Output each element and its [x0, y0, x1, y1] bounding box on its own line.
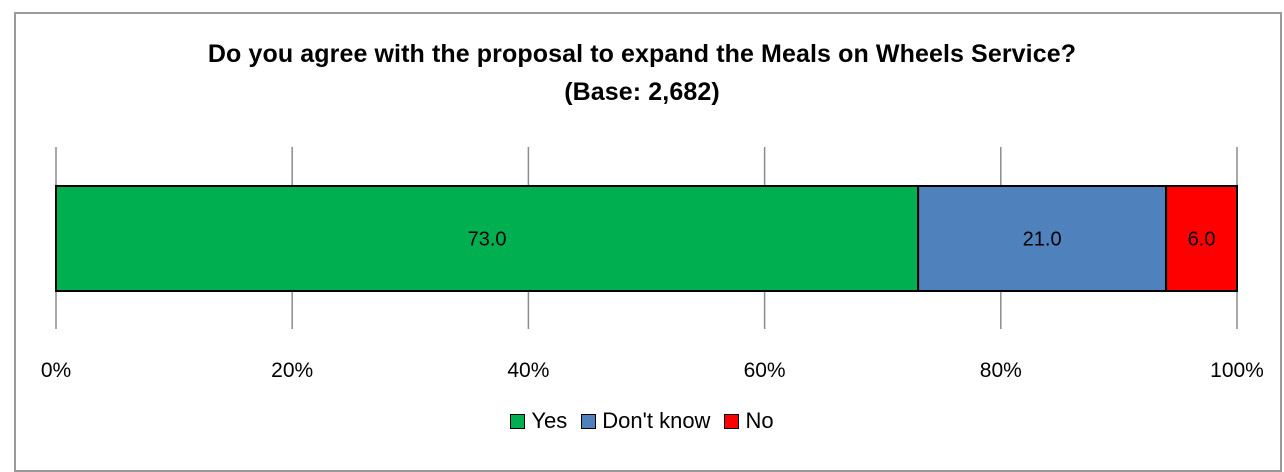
- x-tick-label-4: 80%: [980, 359, 1022, 382]
- bar-segment-don-t-know: [917, 185, 1168, 292]
- x-tick-label-3: 60%: [744, 359, 786, 382]
- bar-segment-yes: [55, 185, 920, 292]
- x-tick-label-1: 20%: [271, 359, 313, 382]
- legend-swatch-dont-know: [581, 413, 597, 429]
- bar-segment-no: [1165, 185, 1239, 292]
- legend-label-yes: Yes: [531, 408, 568, 433]
- data-label-yes: 73.0: [468, 229, 507, 251]
- x-tick-label-5: 100%: [1210, 359, 1264, 382]
- legend-label-dont-know: Don't know: [602, 408, 711, 433]
- x-tick-label-0: 0%: [41, 359, 71, 382]
- plot-area: 0% 20% 40% 60% 80% 100% 73.0 21.0 6.0: [41, 147, 1264, 382]
- x-tick-label-2: 40%: [507, 359, 549, 382]
- chart-subtitle: (Base: 2,682): [564, 78, 720, 106]
- legend-swatch-no: [724, 413, 740, 429]
- legend-label-no: No: [745, 408, 774, 433]
- data-label-don-t-know: 21.0: [1023, 229, 1062, 251]
- legend-item-dont-know: Don't know: [581, 408, 710, 434]
- chart-title: Do you agree with the proposal to expand…: [207, 40, 1077, 68]
- legend-item-yes: Yes: [510, 408, 567, 434]
- legend-item-no: No: [724, 408, 774, 434]
- legend: Yes Don't know No: [0, 408, 1284, 434]
- data-label-no: 6.0: [1188, 229, 1216, 251]
- legend-swatch-yes: [510, 413, 526, 429]
